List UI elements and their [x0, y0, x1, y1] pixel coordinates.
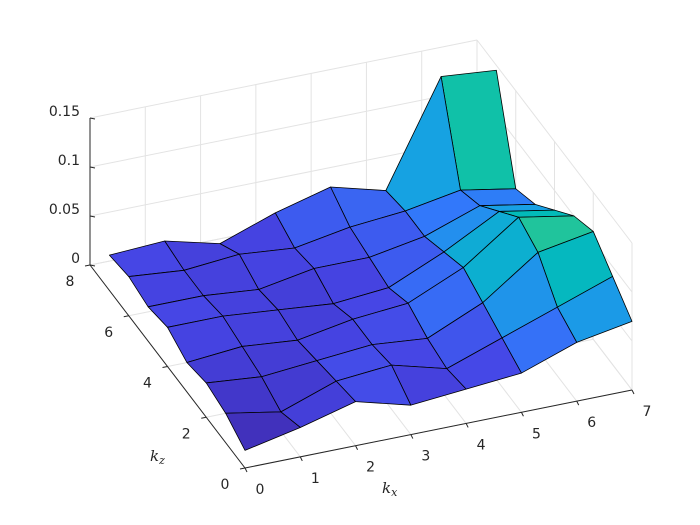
z-tick: [89, 166, 96, 169]
y-tick: [84, 264, 91, 267]
x-tick-label: 1: [311, 471, 320, 487]
x-tick: [244, 467, 248, 473]
x-label-base: k: [382, 479, 391, 497]
z-tick-label: 0: [71, 251, 80, 267]
wall-grid-z: [89, 88, 478, 168]
y-tick: [162, 366, 168, 368]
x-tick-label: 4: [477, 437, 486, 453]
y-tick-label: 8: [66, 274, 75, 290]
z-tick: [89, 117, 96, 120]
y-tick-label: 0: [221, 477, 230, 493]
x-tick: [631, 389, 635, 395]
axes: [84, 117, 635, 473]
wall-grid-z: [476, 39, 633, 244]
z-tick-label: 0.15: [49, 104, 80, 120]
x-tick-label: 5: [532, 426, 541, 442]
y-tick: [201, 416, 207, 419]
x-tick: [410, 434, 414, 439]
z-tick: [89, 264, 96, 267]
y-tick: [239, 467, 246, 470]
wall-grid-z: [89, 39, 478, 119]
y-axis-label: kz: [150, 447, 165, 467]
x-axis: [244, 389, 633, 469]
y-tick-label: 2: [182, 426, 191, 442]
y-label-sub: z: [158, 454, 165, 467]
x-tick-label: 0: [256, 482, 265, 498]
z-tick: [89, 215, 96, 218]
x-tick-label: 2: [366, 460, 375, 476]
x-tick: [520, 412, 524, 417]
x-axis-label: kx: [382, 479, 398, 499]
z-tick-label: 0.05: [49, 202, 80, 218]
x-tick-label: 6: [587, 415, 596, 431]
surface: [108, 69, 633, 451]
x-tick: [355, 445, 359, 450]
x-tick: [465, 423, 469, 428]
y-label-base: k: [150, 447, 159, 465]
x-tick-label: 7: [643, 404, 652, 420]
y-tick-label: 4: [143, 376, 152, 392]
x-tick: [299, 456, 303, 462]
y-tick-label: 6: [104, 325, 113, 341]
z-tick-label: 0.1: [58, 153, 80, 169]
surface-face: [225, 411, 301, 451]
labels: 0 1 2 3 4 5 6 7 0 2 4 6 8 0 0.05 0.1 0.15: [49, 104, 652, 498]
x-tick: [576, 400, 580, 406]
x-tick-label: 3: [421, 449, 430, 465]
x-label-sub: x: [391, 486, 398, 499]
y-tick: [123, 315, 129, 318]
